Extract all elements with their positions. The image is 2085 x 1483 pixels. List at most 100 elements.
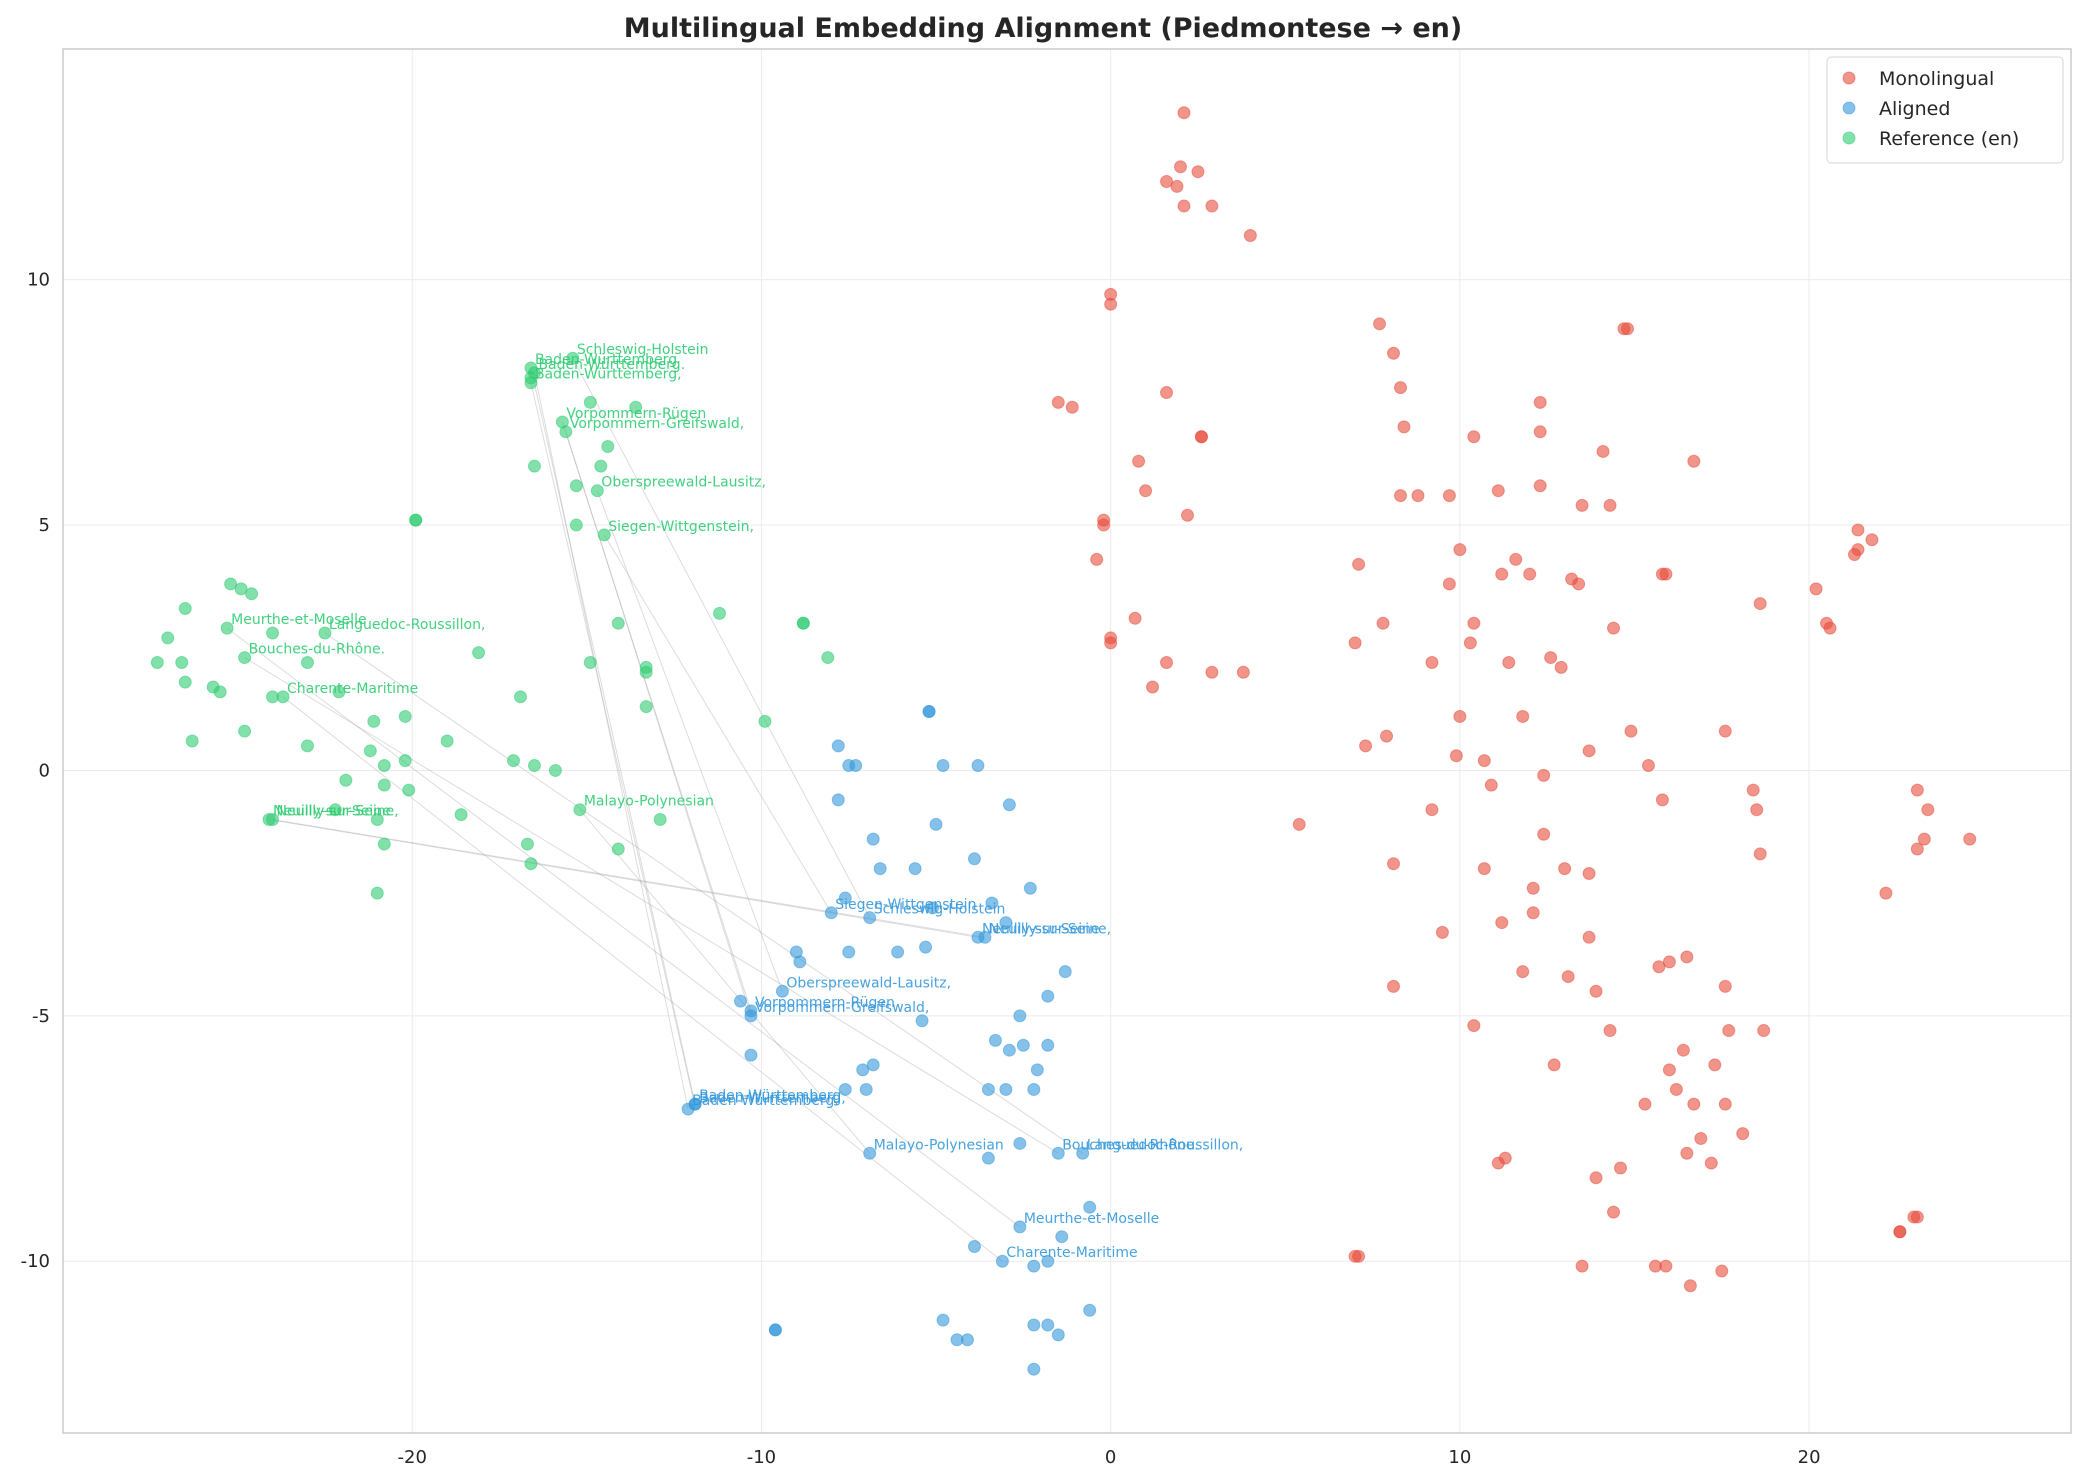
data-point-monolingual: [1051, 395, 1065, 409]
data-point-aligned: [999, 916, 1013, 930]
x-tick-label: 20: [1798, 1447, 1821, 1468]
data-point-aligned: [831, 793, 845, 807]
data-point-monolingual: [1453, 709, 1467, 723]
alignment-link: [572, 357, 871, 918]
data-point-monolingual: [1753, 847, 1767, 861]
axis-ticks: -20 -10 0 10 20 10 5 0 -5 -10: [21, 270, 1821, 1468]
data-point-reference-en: [245, 587, 259, 601]
data-point-monolingual: [1065, 400, 1079, 414]
data-point-reference-en: [377, 759, 391, 773]
data-point-monolingual: [1575, 1259, 1589, 1273]
data-point-aligned: [744, 1048, 758, 1062]
data-point-reference-en: [527, 759, 541, 773]
data-point-monolingual: [1722, 1024, 1736, 1038]
data-point-monolingual: [1376, 616, 1390, 630]
data-point-monolingual: [1687, 454, 1701, 468]
data-point-reference-en: [559, 425, 573, 439]
data-point-monolingual: [1104, 297, 1118, 311]
data-point-monolingual: [1292, 817, 1306, 831]
data-point-aligned: [1083, 1200, 1097, 1214]
data-point-reference-en: [573, 803, 587, 817]
point-labels: Schleswig-HolsteinBaden-WürttembergBaden…: [231, 342, 1243, 1261]
data-point-monolingual: [1387, 857, 1401, 871]
point-label: Neuilly-sur-Seine,: [277, 804, 399, 820]
x-tick-label: 0: [1105, 1447, 1116, 1468]
data-point-monolingual: [1624, 724, 1638, 738]
data-point-monolingual: [1575, 498, 1589, 512]
data-point-monolingual: [1139, 484, 1153, 498]
legend: Monolingual Aligned Reference (en): [1826, 56, 2064, 164]
data-point-aligned: [1016, 1038, 1030, 1052]
data-point-monolingual: [1533, 395, 1547, 409]
data-point-aligned: [985, 896, 999, 910]
data-point-monolingual: [1680, 1146, 1694, 1160]
x-tick-label: -20: [398, 1447, 427, 1468]
alignment-link: [324, 632, 1083, 1154]
data-point-aligned: [981, 1151, 995, 1165]
data-point-aligned: [967, 1240, 981, 1254]
data-point-reference-en: [332, 685, 346, 699]
data-point-monolingual: [1177, 199, 1191, 213]
data-point-monolingual: [1589, 984, 1603, 998]
legend-label-aligned: Aligned: [1879, 98, 1950, 120]
legend-marker-aligned: [1842, 101, 1856, 115]
data-point-monolingual: [1526, 881, 1540, 895]
data-point-monolingual: [1205, 199, 1219, 213]
data-point-aligned: [936, 1313, 950, 1327]
data-point-aligned: [733, 994, 747, 1008]
data-point-aligned: [1027, 1318, 1041, 1332]
data-point-reference-en: [175, 655, 189, 669]
data-point-aligned: [1013, 1136, 1027, 1150]
plot-frame: [62, 48, 2072, 1434]
data-point-monolingual: [1893, 1225, 1907, 1239]
data-point-aligned: [1041, 1254, 1055, 1268]
legend-label-reference-en: Reference (en): [1879, 128, 2019, 150]
point-label: Siegen-Wittgenstein,: [608, 519, 754, 535]
data-point-reference-en: [524, 857, 538, 871]
x-tick-label: -10: [747, 1447, 776, 1468]
data-point-monolingual: [1561, 970, 1575, 984]
legend-marker-reference-en: [1842, 131, 1856, 145]
data-point-aligned: [926, 901, 940, 915]
data-point-reference-en: [583, 395, 597, 409]
data-point-monolingual: [1467, 430, 1481, 444]
data-point-reference-en: [185, 734, 199, 748]
data-point-aligned: [1023, 881, 1037, 895]
data-point-reference-en: [524, 376, 538, 390]
alignment-links: [226, 357, 1083, 1262]
data-point-monolingual: [1425, 655, 1439, 669]
data-point-aligned: [768, 1323, 782, 1337]
data-point-reference-en: [583, 655, 597, 669]
data-point-monolingual: [1662, 1063, 1676, 1077]
data-point-monolingual: [1582, 744, 1596, 758]
series-aligned: [681, 705, 1097, 1376]
data-point-monolingual: [1453, 543, 1467, 557]
data-point-aligned: [1051, 1328, 1065, 1342]
legend-label-monolingual: Monolingual: [1879, 68, 1994, 90]
data-point-monolingual: [1180, 508, 1194, 522]
y-tick-label: 5: [39, 515, 50, 536]
data-point-reference-en: [370, 886, 384, 900]
point-label: Oberspreewald-Lausitz,: [601, 475, 766, 491]
data-point-reference-en: [611, 842, 625, 856]
data-point-monolingual: [1243, 228, 1257, 242]
data-point-aligned: [859, 1082, 873, 1096]
data-point-monolingual: [1425, 803, 1439, 817]
data-point-aligned: [915, 1014, 929, 1028]
x-tick-label: 10: [1448, 1447, 1471, 1468]
data-point-reference-en: [377, 778, 391, 792]
data-point-aligned: [842, 945, 856, 959]
data-point-aligned: [1055, 1230, 1069, 1244]
data-point-monolingual: [1502, 655, 1516, 669]
data-point-monolingual: [1603, 1024, 1617, 1038]
data-point-aligned: [1058, 965, 1072, 979]
data-point-monolingual: [1526, 906, 1540, 920]
data-point-reference-en: [594, 459, 608, 473]
data-point-aligned: [873, 862, 887, 876]
data-point-reference-en: [367, 714, 381, 728]
point-label: Charente-Maritime: [1006, 1245, 1137, 1261]
data-point-aligned: [995, 1254, 1009, 1268]
data-point-monolingual: [1160, 655, 1174, 669]
data-point-monolingual: [1963, 832, 1977, 846]
data-point-aligned: [1030, 1063, 1044, 1077]
